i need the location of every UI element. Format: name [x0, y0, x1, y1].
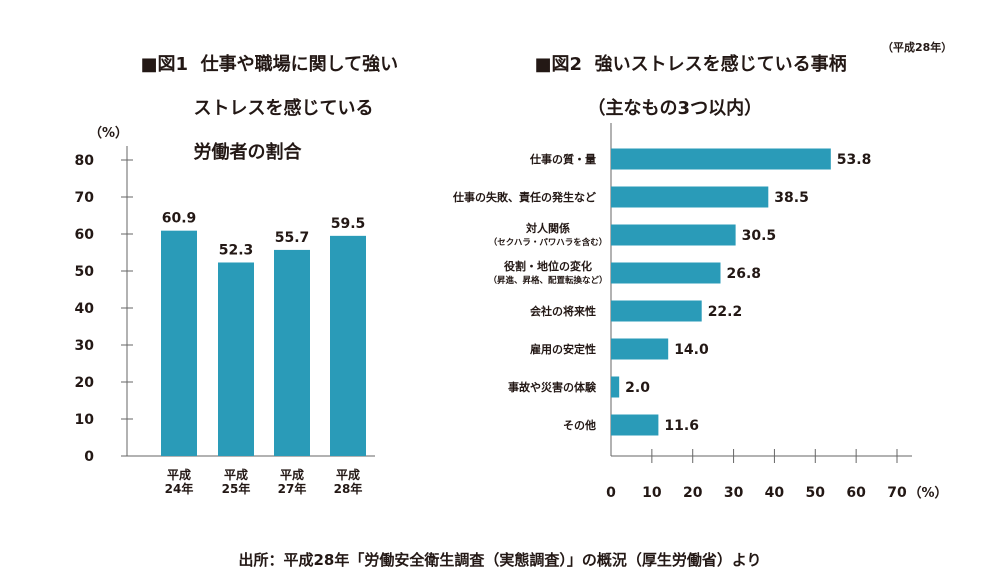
figure2-category-label: 仕事の失敗、責任の発生など: [452, 190, 596, 204]
figure2-bar: [611, 338, 669, 360]
figure2-category-label: その他: [563, 418, 596, 432]
figure1-bar: [161, 230, 197, 456]
figure2-subnote: （平成28年）: [882, 41, 953, 54]
figure2-bar: [611, 148, 831, 170]
figure2-bar: [611, 300, 702, 322]
figure2-unit-label: （%）: [908, 485, 947, 501]
figure1-category-label: 25年: [222, 481, 251, 496]
figure1-title-line2: ストレスを感じている: [193, 98, 374, 119]
figure1-category-label: 28年: [334, 481, 363, 496]
figure1-value-label: 59.5: [331, 216, 366, 232]
figure1-y-tick-label: 40: [75, 301, 95, 317]
figure2-x-tick-label: 40: [765, 485, 785, 501]
figure1-category-label: 平成: [167, 467, 191, 482]
figure2-title: ■図2 強いストレスを感じている事柄 （主なもの3つ以内）: [522, 32, 847, 120]
figure2-category-label: 仕事の質・量: [529, 152, 596, 166]
figure2-category-sublabel: （セクハラ・パワハラを含む）: [489, 237, 608, 248]
figure2-label: ■図2: [534, 54, 583, 75]
figure2-value-label: 26.8: [726, 266, 761, 282]
figure2-value-label: 30.5: [742, 228, 777, 244]
figure2-x-tick-label: 50: [806, 485, 826, 501]
figure1-bar: [218, 262, 254, 456]
figure1-label: ■図1: [140, 54, 189, 75]
figure2-value-label: 53.8: [837, 152, 872, 168]
figure2-x-tick-label: 70: [887, 485, 907, 501]
figure2-bar: [611, 186, 769, 208]
figure2-value-label: 11.6: [664, 418, 699, 434]
figure1-y-tick-label: 80: [75, 153, 95, 169]
figure2-x-tick-label: 20: [683, 485, 703, 501]
figure1-value-label: 52.3: [219, 242, 254, 258]
figure2-value-label: 38.5: [774, 190, 809, 206]
figure1-bar: [274, 249, 310, 456]
figure1-title: ■図1 仕事や職場に関して強い ストレスを感じている 労働者の割合: [128, 32, 399, 164]
figure2-title-line2: （主なもの3つ以内）: [587, 98, 763, 119]
figure1-category-label: 平成: [280, 467, 304, 482]
figure1-bar: [330, 235, 366, 456]
figure2-category-label: 事故や災害の体験: [508, 380, 597, 394]
figure2-category-sublabel: （昇進、昇格、配置転換など）: [488, 275, 607, 286]
source-note: 出所：平成28年「労働安全衛生調査（実態調査）」の概況（厚生労働省）より: [238, 551, 762, 569]
figure1-y-tick-label: 30: [75, 338, 95, 354]
figure1-value-label: 55.7: [275, 230, 310, 246]
figure2-title-line1: 強いストレスを感じている事柄: [594, 54, 847, 75]
figure2-category-label: 対人関係: [525, 221, 570, 235]
figure1-y-tick-label: 70: [75, 190, 95, 206]
figure1-unit-label: （%）: [89, 125, 128, 141]
figure1-value-label: 60.9: [162, 211, 197, 227]
figure1-y-tick-label: 50: [75, 264, 95, 280]
figure2-category-label: 雇用の安定性: [530, 342, 596, 356]
figure2-bar: [611, 262, 721, 284]
figure1-y-tick-label: 0: [84, 449, 94, 465]
figure2-category-label: 会社の将来性: [530, 304, 596, 318]
figure2-bar: [611, 376, 620, 398]
figure1-y-tick-label: 20: [75, 375, 95, 391]
figure2-x-tick-label: 60: [846, 485, 866, 501]
figure2-value-label: 14.0: [674, 342, 709, 358]
figure1-category-label: 平成: [336, 467, 360, 482]
figure1-category-label: 24年: [165, 481, 194, 496]
figure2-x-tick-label: 0: [606, 485, 616, 501]
figure1-category-label: 平成: [224, 467, 248, 482]
figure2-x-tick-label: 10: [642, 485, 662, 501]
figure2-x-tick-label: 30: [724, 485, 744, 501]
figure2-value-label: 22.2: [708, 304, 743, 320]
figure2-value-label: 2.0: [625, 380, 650, 396]
figure2-category-label: 役割・地位の変化: [503, 259, 592, 273]
figure2-bar: [611, 224, 736, 246]
figure1-title-line1: 仕事や職場に関して強い: [200, 54, 399, 75]
figure1-y-tick-label: 60: [75, 227, 95, 243]
figure1-category-label: 27年: [278, 481, 307, 496]
figure1-title-line3: 労働者の割合: [193, 142, 302, 163]
figure1-y-tick-label: 10: [75, 412, 95, 428]
figure2-bar: [611, 414, 659, 436]
